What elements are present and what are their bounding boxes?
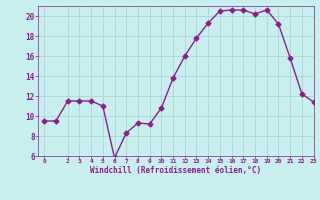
X-axis label: Windchill (Refroidissement éolien,°C): Windchill (Refroidissement éolien,°C)	[91, 166, 261, 175]
